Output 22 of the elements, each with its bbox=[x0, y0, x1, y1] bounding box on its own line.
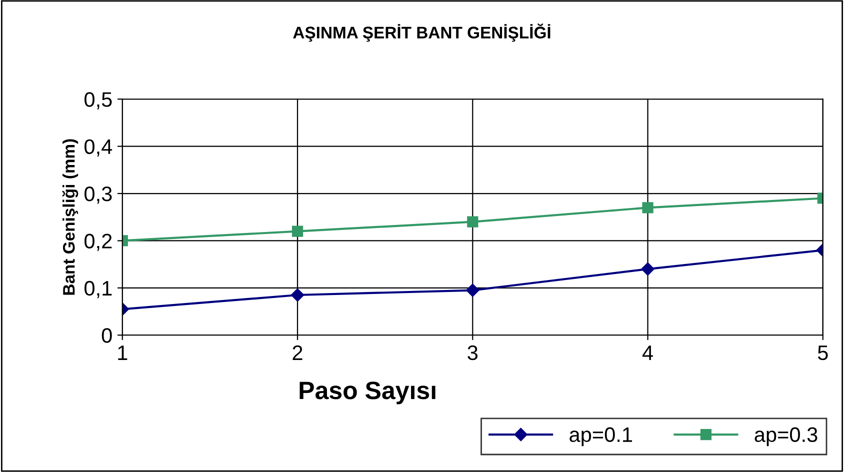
x-tick-label: 2 bbox=[292, 345, 302, 360]
x-tick-label: 3 bbox=[468, 345, 478, 360]
y-tick-label: 0,4 bbox=[84, 139, 112, 157]
y-tick-label: 0 bbox=[102, 328, 112, 343]
y-tick-label: 0,1 bbox=[84, 280, 112, 298]
legend-label: ap=0.3 bbox=[754, 427, 818, 446]
legend-label: ap=0.1 bbox=[570, 427, 632, 446]
y-tick-label: 0,5 bbox=[84, 92, 112, 110]
x-tick-label: 1 bbox=[118, 346, 128, 360]
y-axis-title: Bant Genişliği (mm) bbox=[62, 139, 78, 295]
x-tick-label: 4 bbox=[642, 346, 653, 360]
x-axis-title: Paso Sayısı bbox=[300, 382, 436, 404]
y-tick-label: 0,3 bbox=[84, 186, 112, 204]
y-tick-label: 0,2 bbox=[84, 234, 112, 251]
x-tick-label: 5 bbox=[818, 346, 828, 360]
point bbox=[292, 226, 304, 237]
point bbox=[290, 288, 304, 302]
point bbox=[466, 284, 480, 297]
point bbox=[641, 262, 654, 276]
point bbox=[642, 202, 654, 214]
point bbox=[467, 216, 478, 228]
chart-title: AŞINMA ŞERİT BANT GENİŞLİĞİ bbox=[293, 24, 550, 42]
